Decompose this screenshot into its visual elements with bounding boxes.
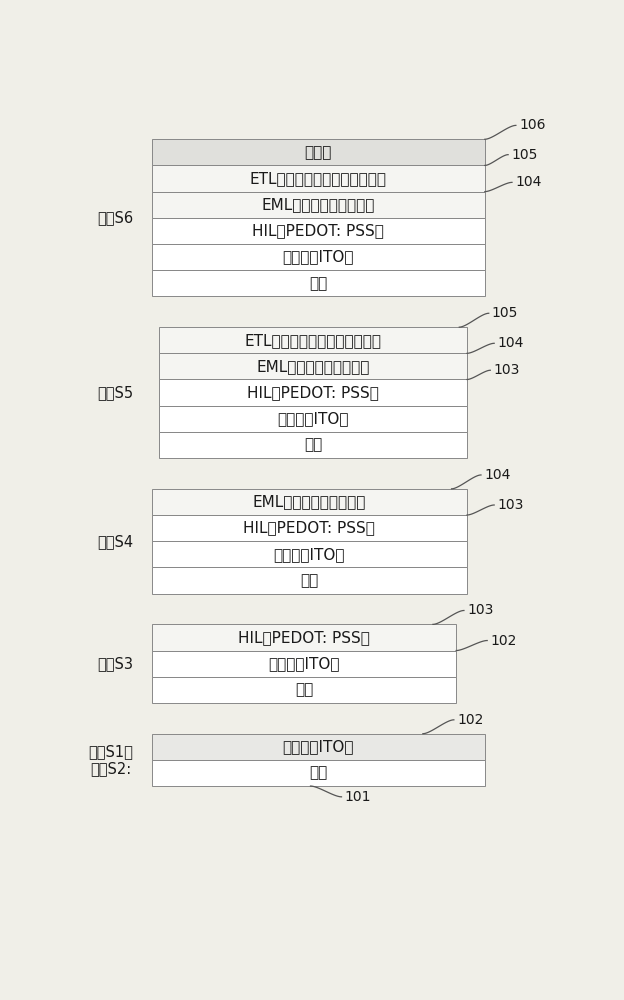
Text: 103: 103 — [467, 603, 494, 617]
Bar — [159, 432, 467, 458]
Text: 103: 103 — [494, 363, 520, 377]
Text: 阳极层（ITO）: 阳极层（ITO） — [278, 411, 349, 426]
Text: 104: 104 — [497, 336, 524, 350]
Bar — [152, 677, 456, 703]
Text: 105: 105 — [492, 306, 518, 320]
Text: HIL（PEDOT: PSS）: HIL（PEDOT: PSS） — [238, 630, 370, 645]
Text: 105: 105 — [511, 148, 538, 162]
Text: 106: 106 — [519, 118, 545, 132]
Text: 阳极层（ITO）: 阳极层（ITO） — [283, 250, 354, 265]
Bar — [152, 192, 485, 218]
Text: EML（烷烃类溶剂可溶）: EML（烷烃类溶剂可溶） — [261, 197, 375, 212]
Text: 步骤S3: 步骤S3 — [97, 656, 133, 671]
Text: 基板: 基板 — [300, 573, 318, 588]
Text: HIL（PEDOT: PSS）: HIL（PEDOT: PSS） — [247, 385, 379, 400]
Bar — [152, 270, 485, 296]
Bar — [152, 624, 456, 651]
Text: EML（烷烃类溶剂可溶）: EML（烷烃类溶剂可溶） — [253, 494, 366, 509]
Text: 102: 102 — [490, 634, 517, 648]
Bar — [159, 379, 467, 406]
Bar — [152, 651, 456, 677]
Text: 步骤S4: 步骤S4 — [97, 534, 134, 549]
Text: 阳极层（ITO）: 阳极层（ITO） — [268, 656, 339, 671]
Text: 基板: 基板 — [304, 437, 323, 452]
Bar — [152, 244, 485, 270]
Bar — [159, 327, 467, 353]
Text: ETL（水溶剂和醇类溶剂可溶）: ETL（水溶剂和醇类溶剂可溶） — [250, 171, 387, 186]
Bar — [152, 515, 467, 541]
Text: 101: 101 — [344, 790, 371, 804]
Bar — [152, 489, 467, 515]
Bar — [152, 734, 485, 760]
Text: 103: 103 — [497, 498, 524, 512]
Text: 104: 104 — [484, 468, 510, 482]
Text: HIL（PEDOT: PSS）: HIL（PEDOT: PSS） — [252, 223, 384, 238]
Bar — [152, 567, 467, 594]
Text: 基板: 基板 — [309, 765, 328, 780]
Bar — [152, 541, 467, 567]
Bar — [152, 218, 485, 244]
Text: 基板: 基板 — [295, 682, 313, 697]
Text: 步骤S1和
步骤S2:: 步骤S1和 步骤S2: — [88, 744, 133, 776]
Text: HIL（PEDOT: PSS）: HIL（PEDOT: PSS） — [243, 521, 375, 536]
Text: EML（烷烃类溶剂可溶）: EML（烷烃类溶剂可溶） — [256, 359, 370, 374]
Text: 阳极层（ITO）: 阳极层（ITO） — [273, 547, 345, 562]
Text: 阴极层: 阴极层 — [305, 145, 332, 160]
Text: 步骤S5: 步骤S5 — [97, 385, 134, 400]
Text: ETL（水溶剂和醇类溶剂可溶）: ETL（水溶剂和醇类溶剂可溶） — [245, 333, 382, 348]
Text: 步骤S6: 步骤S6 — [97, 210, 134, 225]
Bar — [152, 760, 485, 786]
Text: 基板: 基板 — [309, 276, 328, 291]
Text: 阳极层（ITO）: 阳极层（ITO） — [283, 739, 354, 754]
Text: 104: 104 — [515, 175, 542, 189]
Bar — [152, 139, 485, 165]
Bar — [159, 406, 467, 432]
Bar — [152, 165, 485, 192]
Text: 102: 102 — [457, 713, 484, 727]
Bar — [159, 353, 467, 379]
